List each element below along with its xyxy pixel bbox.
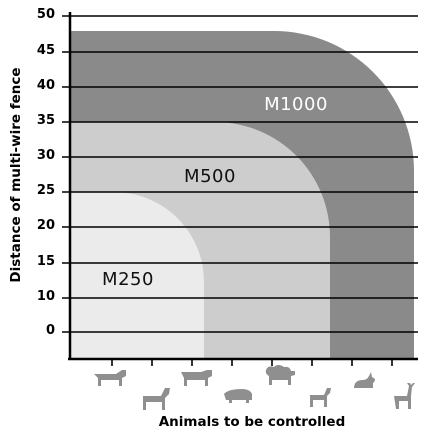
y-tick-label: 40 (37, 78, 55, 93)
zone-label-m500: M500 (184, 166, 236, 187)
y-tick-label: 25 (37, 183, 55, 198)
bull-icon (181, 370, 212, 386)
y-tick-label: 45 (37, 43, 55, 58)
sheep-icon (265, 365, 295, 385)
pig-icon (224, 389, 252, 403)
y-axis-title: Distance of multi-wire fence (8, 67, 24, 282)
zone-label-m1000: M1000 (264, 94, 328, 115)
rabbit-icon (354, 372, 375, 388)
y-tick-label: 30 (37, 148, 55, 163)
zones (70, 31, 414, 358)
axes (68, 12, 418, 366)
zone-label-m250: M250 (102, 269, 154, 290)
y-tick-label: 50 (37, 7, 55, 22)
x-axis-title: Animals to be controlled (159, 414, 346, 430)
y-tick-label: 15 (37, 254, 55, 269)
deer-icon (394, 383, 415, 409)
grid (62, 15, 418, 333)
ticks: 50 45 40 35 30 25 20 15 10 0 (37, 7, 55, 338)
y-tick-label: 0 (46, 323, 55, 338)
labels: M1000 M500 M250 (102, 94, 328, 290)
zone-m250 (70, 192, 204, 358)
cow-icon (94, 370, 126, 386)
y-tick-label: 10 (37, 289, 55, 304)
horse-icon (143, 388, 170, 410)
y-tick-label: 35 (37, 113, 55, 128)
animal-icons (94, 365, 415, 410)
goat-icon (310, 388, 331, 407)
y-tick-label: 20 (37, 218, 55, 233)
